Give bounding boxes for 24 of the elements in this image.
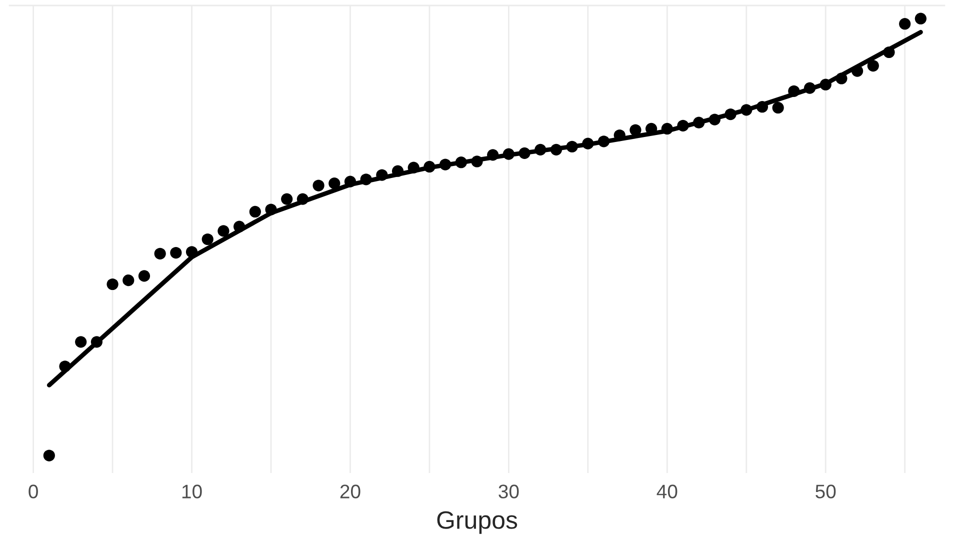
point bbox=[218, 225, 230, 237]
x-tick-label: 30 bbox=[498, 484, 519, 498]
x-axis-title: Grupos bbox=[437, 511, 518, 534]
point bbox=[249, 206, 261, 218]
point bbox=[122, 274, 134, 286]
point bbox=[914, 12, 926, 24]
point bbox=[43, 450, 55, 462]
point bbox=[75, 336, 87, 348]
x-tick-label: 0 bbox=[28, 484, 38, 498]
point bbox=[170, 246, 182, 259]
point bbox=[867, 60, 879, 72]
point bbox=[154, 248, 166, 260]
x-tick-label: 50 bbox=[816, 484, 836, 498]
point bbox=[899, 18, 911, 30]
point bbox=[202, 233, 214, 246]
x-tick-label: 20 bbox=[340, 484, 360, 498]
x-tick-label: 40 bbox=[656, 484, 678, 498]
point bbox=[772, 102, 784, 114]
point bbox=[106, 278, 118, 290]
point bbox=[312, 180, 324, 192]
point bbox=[281, 193, 293, 205]
x-tick-label: 10 bbox=[182, 484, 202, 498]
point bbox=[328, 178, 340, 190]
point bbox=[138, 270, 150, 282]
